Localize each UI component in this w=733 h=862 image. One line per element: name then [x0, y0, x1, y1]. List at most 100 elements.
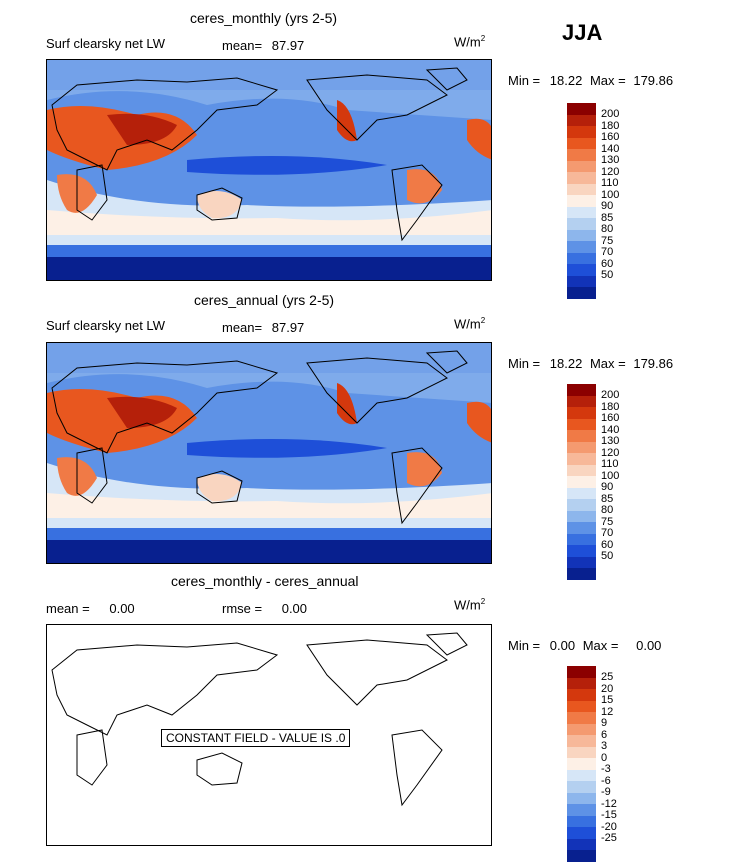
colorbar-label: -6	[601, 774, 611, 787]
panel1-units-sup: 2	[480, 34, 486, 43]
colorbar-label: 90	[601, 481, 614, 493]
colorbar-swatch	[567, 149, 596, 161]
panel3-min-label: Min =	[508, 638, 541, 653]
panel3-map-svg	[51, 632, 468, 807]
colorbar-label: -20	[601, 820, 617, 833]
colorbar-swatch	[567, 792, 596, 804]
panel2-colorbar: 200 180 160 140 130 120 110 100 90 85 80 75 70 60 50	[567, 384, 619, 580]
colorbar-label: -25	[601, 832, 617, 844]
colorbar-swatch	[567, 264, 596, 276]
panel1-title: ceres_monthly (yrs 2-5)	[190, 10, 338, 26]
colorbar-label: 15	[601, 694, 614, 706]
colorbar-label: 180	[601, 400, 620, 413]
colorbar-swatch	[567, 160, 596, 172]
colorbar-label: 200	[601, 108, 620, 120]
colorbar-swatch	[567, 804, 596, 816]
colorbar-swatch	[567, 114, 596, 126]
colorbar-swatch	[567, 758, 596, 770]
panel1-max-label: Max =	[589, 73, 626, 88]
colorbar-swatch	[567, 287, 596, 299]
colorbar-label: 160	[601, 131, 620, 143]
colorbar-swatch	[567, 229, 596, 241]
panel1-mean-label: mean=	[222, 38, 263, 53]
panel3-title: ceres_monthly - ceres_annual	[171, 573, 359, 589]
panel3-units-text: W/m	[454, 597, 481, 613]
panel3-units-sup: 2	[480, 597, 486, 606]
panel2-mean-value: 87.97	[271, 320, 305, 335]
colorbar-swatch	[567, 700, 596, 712]
colorbar-label: 120	[601, 446, 620, 459]
panel1-colorbar: 200 180 160 140 130 120 110 100 90 85 80 75 70 60 50	[567, 103, 619, 299]
colorbar-label: 20	[601, 682, 614, 695]
season-label: JJA	[562, 20, 603, 45]
panel2-min-value: 18.22	[549, 356, 583, 371]
panel3-colorbar: 25 20 15 12 9 6 3 0 -3 -6 -9 -12 -15 -20 -25	[567, 666, 617, 862]
colorbar-swatch	[567, 769, 596, 781]
colorbar-swatch	[567, 103, 596, 115]
colorbar-swatch	[567, 815, 596, 827]
panel1-units-text: W/m	[454, 34, 481, 50]
colorbar-swatch	[567, 568, 596, 580]
colorbar-swatch	[567, 781, 596, 793]
colorbar-swatch	[567, 746, 596, 758]
colorbar-label: 70	[601, 246, 614, 258]
colorbar-label: 180	[601, 119, 620, 132]
panel2-min-label: Min =	[508, 356, 541, 371]
colorbar-label: 60	[601, 257, 614, 270]
colorbar-label: 6	[601, 728, 608, 741]
colorbar-swatch	[567, 735, 596, 747]
panel3-rmse-label: rmse =	[222, 601, 263, 616]
panel3-max-value: 0.00	[636, 638, 662, 653]
colorbar-swatch	[567, 689, 596, 701]
colorbar-swatch	[567, 407, 596, 419]
colorbar-swatch	[567, 195, 596, 207]
colorbar-swatch	[567, 418, 596, 430]
colorbar-label: 140	[601, 142, 620, 155]
colorbar-label: 9	[601, 717, 608, 729]
colorbar-label: 60	[601, 538, 614, 551]
panel1-mean-value: 87.97	[271, 38, 305, 53]
colorbar-swatch	[567, 241, 596, 253]
colorbar-swatch	[567, 827, 596, 839]
panel1-minmax: Min = 18.22 Max = 179.86	[508, 73, 673, 88]
panel3-mean-value: 0.00	[109, 601, 135, 616]
colorbar-swatch	[567, 453, 596, 465]
panel2-title: ceres_annual (yrs 2-5)	[194, 292, 335, 308]
colorbar-label: 12	[601, 705, 614, 718]
colorbar-label: 200	[601, 389, 620, 401]
panel3-rmse: rmse = 0.00	[222, 601, 307, 616]
colorbar-swatch	[567, 384, 596, 396]
colorbar-label: -15	[601, 809, 617, 821]
constant-field-note: CONSTANT FIELD - VALUE IS .0	[161, 729, 351, 747]
panel2-map	[46, 342, 492, 564]
colorbar-swatch	[567, 533, 596, 545]
colorbar-swatch	[567, 522, 596, 534]
colorbar-label: 120	[601, 165, 620, 178]
panel2-units-text: W/m	[454, 316, 481, 332]
panel1-field-label: Surf clearsky net LW	[46, 36, 165, 51]
panel1-units: W/m2	[454, 34, 485, 49]
colorbar-swatch	[567, 137, 596, 149]
colorbar-swatch	[567, 126, 596, 138]
colorbar-swatch	[567, 499, 596, 511]
colorbar-swatch	[567, 838, 596, 850]
panel1-max-value: 179.86	[633, 73, 674, 88]
panel1-map-svg	[47, 60, 491, 280]
colorbar-swatch	[567, 206, 596, 218]
colorbar-swatch	[567, 666, 596, 678]
colorbar-swatch	[567, 476, 596, 488]
colorbar-label: -12	[601, 797, 617, 810]
colorbar-swatch	[567, 441, 596, 453]
colorbar-swatch	[567, 510, 596, 522]
panel1-min-label: Min =	[508, 73, 541, 88]
panel1-min-value: 18.22	[549, 73, 583, 88]
panel3-units: W/m2	[454, 597, 485, 612]
colorbar-label: 100	[601, 188, 620, 201]
colorbar-label: 25	[601, 671, 614, 683]
colorbar-swatch	[567, 712, 596, 724]
colorbar-label: 85	[601, 211, 614, 224]
panel3-mean: mean = 0.00	[46, 601, 135, 616]
colorbar-label: 80	[601, 504, 614, 516]
colorbar-swatch	[567, 464, 596, 476]
colorbar-label: 160	[601, 412, 620, 424]
